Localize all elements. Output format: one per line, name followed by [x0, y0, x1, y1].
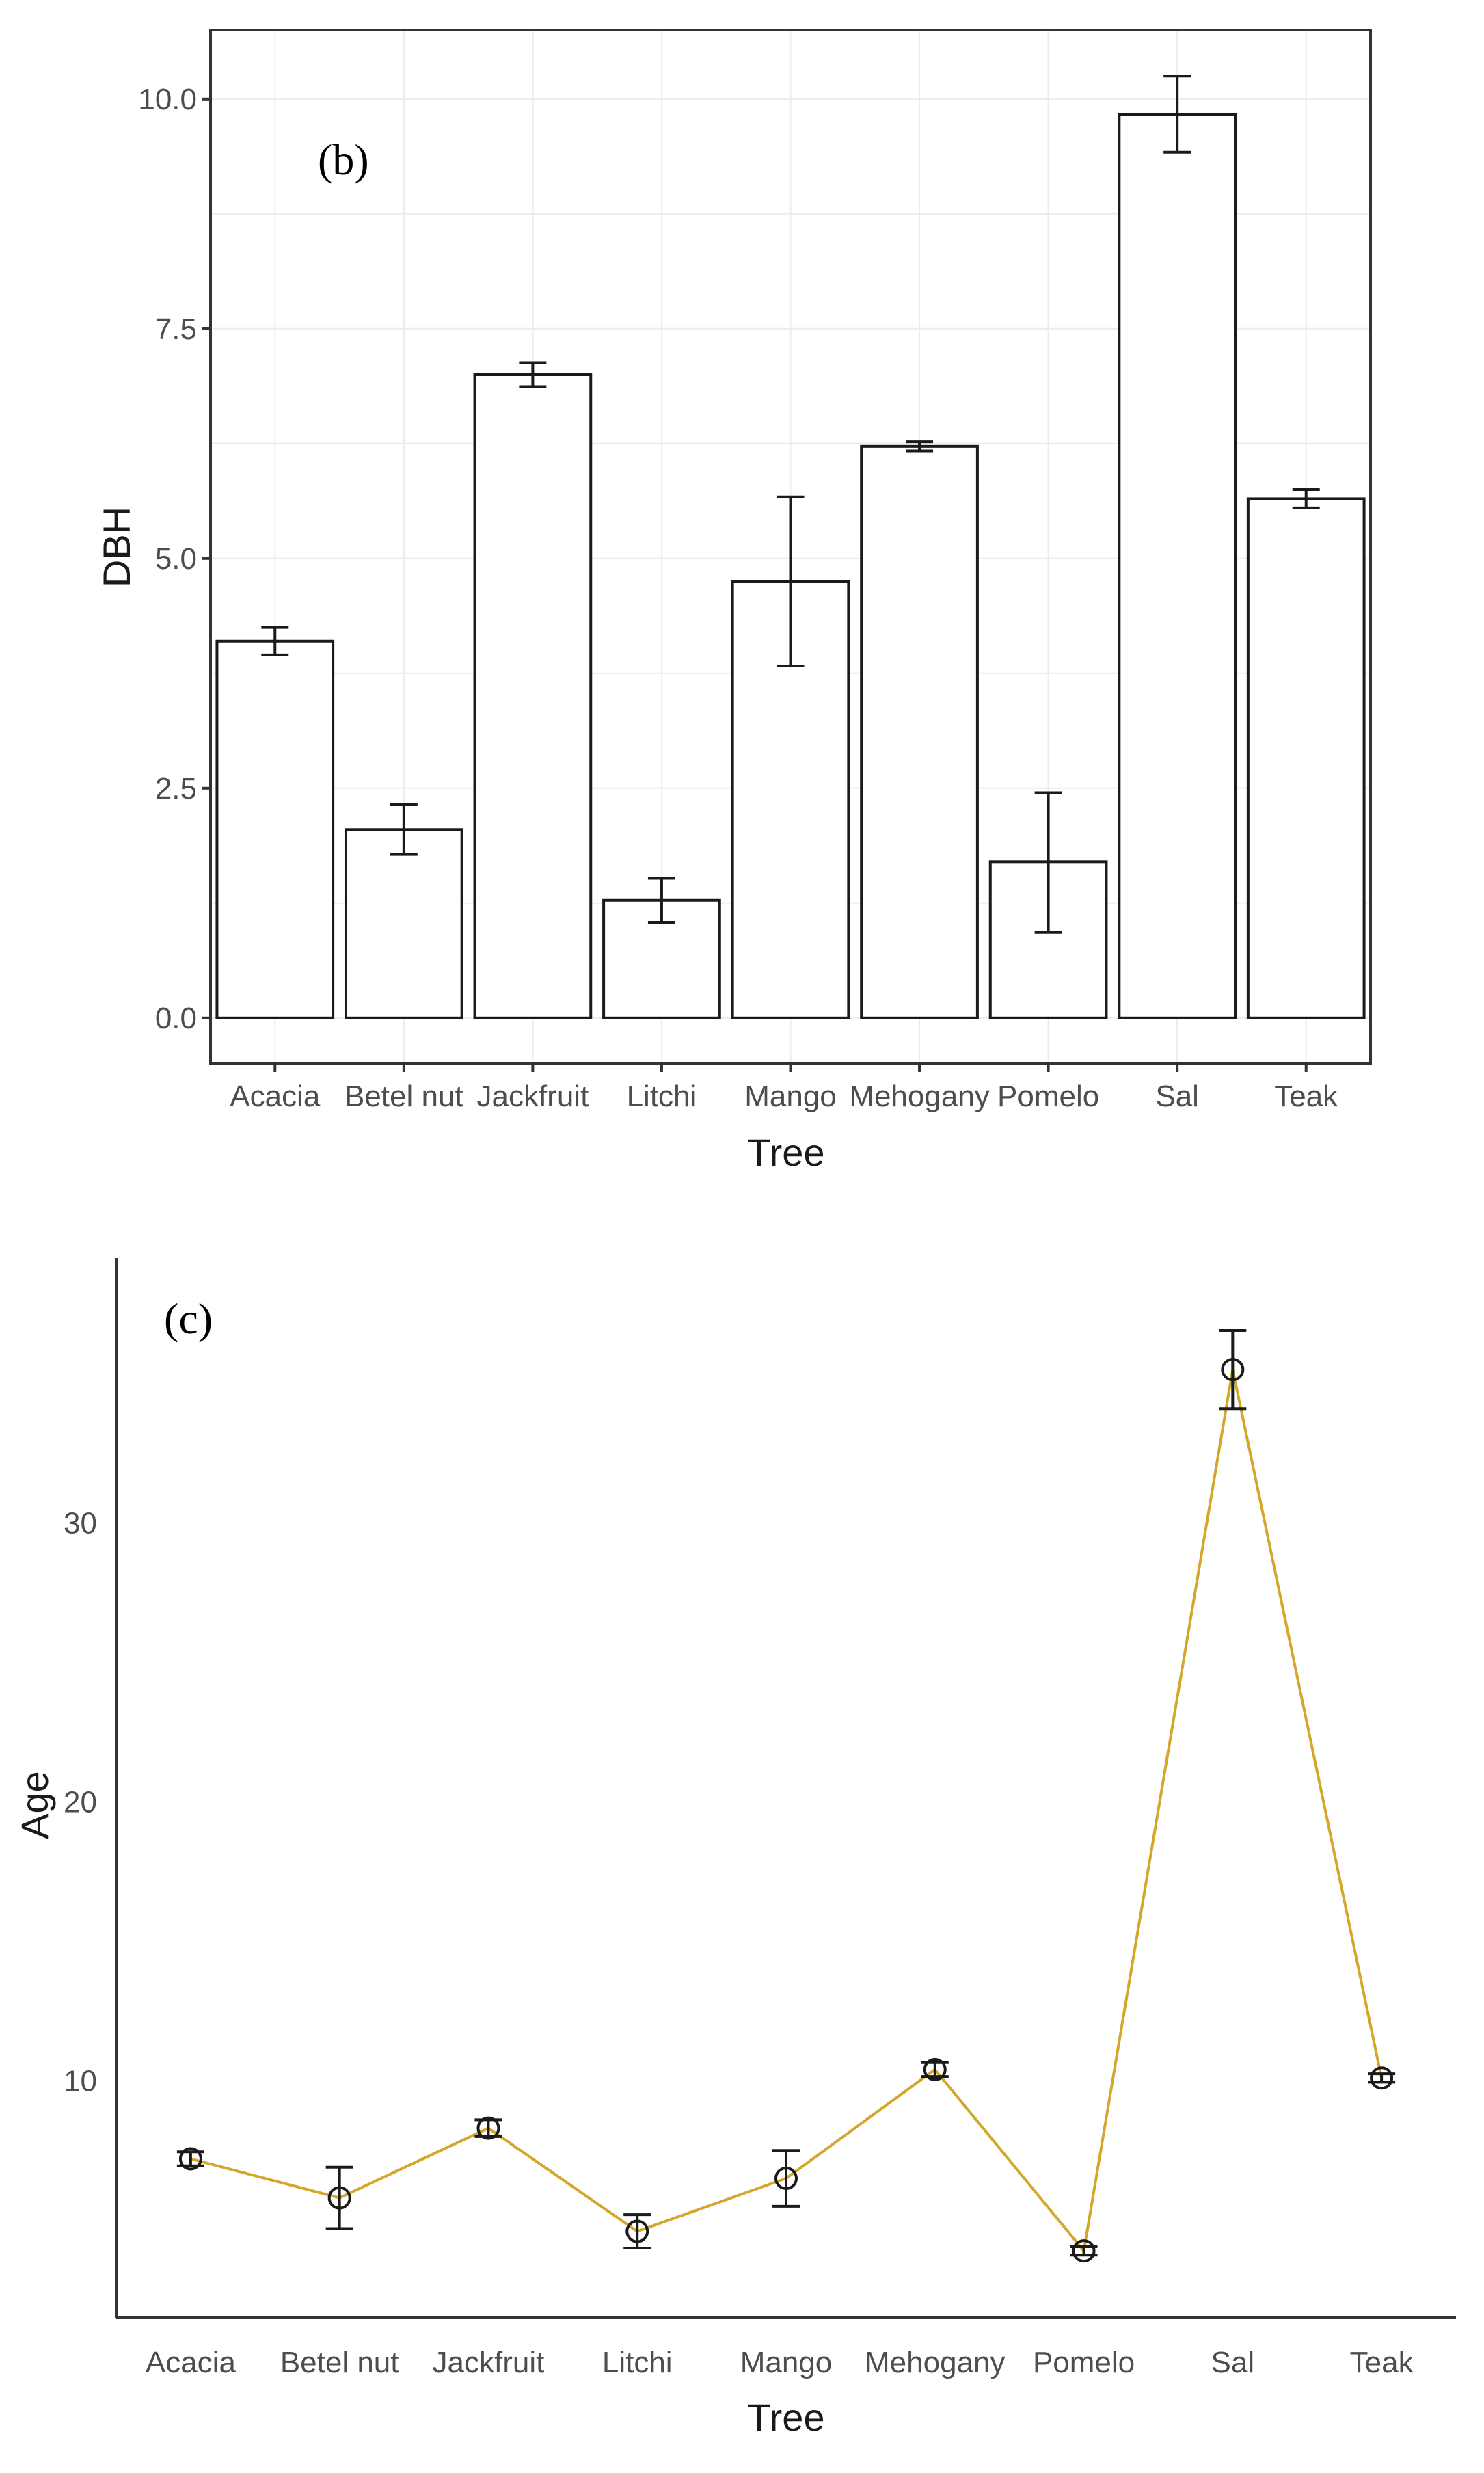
x-tick-label-mehogany: Mehogany: [865, 2346, 1005, 2379]
point-mango: [774, 2167, 798, 2191]
error-bar-sal: [1219, 1329, 1247, 1411]
x-tick-label-betel-nut: Betel nut: [280, 2346, 399, 2379]
panel-c-points: [178, 1358, 1394, 2263]
x-tick-label-sal: Sal: [1155, 1080, 1199, 1113]
x-tick-label-sal: Sal: [1211, 2346, 1255, 2379]
y-tick-label: 5.0: [155, 542, 197, 576]
error-bar-betel-nut: [390, 803, 418, 856]
y-tick-label: 30: [64, 1507, 97, 1540]
x-tick-label-teak: Teak: [1274, 1080, 1338, 1113]
point-acacia: [178, 2147, 202, 2171]
panel-c-tag: (c): [164, 1294, 213, 1343]
x-tick-label-jackfruit: Jackfruit: [476, 1080, 589, 1113]
panel-c-x-axis-title: Tree: [747, 2396, 824, 2439]
panel-c-series-line: [190, 1369, 1384, 2254]
panel-c-x-ticks: Acacia Betel nut Jackfruit Litchi Mango Mehog…: [146, 2346, 1414, 2379]
panel-b-y-ticks: 0.0 2.5 5.0 7.5 10.0: [138, 83, 211, 1035]
point-sal: [1221, 1358, 1245, 1382]
panel-b-x-ticks: Acacia Betel nut Jackfruit Litchi Mango Mehog…: [230, 1064, 1338, 1113]
panel-b-bars: [215, 113, 1366, 1019]
age-series-line: [190, 1369, 1384, 2254]
x-tick-label-mehogany: Mehogany: [849, 1080, 989, 1113]
point-jackfruit: [476, 2116, 500, 2140]
bar-jackfruit: [473, 373, 593, 1019]
y-tick-label: 20: [64, 1785, 97, 1819]
error-bar-teak: [1292, 488, 1320, 509]
point-pomelo: [1072, 2239, 1096, 2263]
x-tick-label-betel-nut: Betel nut: [345, 1080, 463, 1113]
panel-b-x-axis-title: Tree: [747, 1131, 824, 1174]
error-bar-acacia: [261, 626, 289, 656]
bar-betel-nut: [344, 828, 463, 1019]
error-bar-litchi: [647, 877, 675, 924]
x-tick-label-pomelo: Pomelo: [1033, 2346, 1135, 2379]
panel-c-y-axis-title: Age: [13, 1771, 56, 1839]
error-bar-mango: [777, 495, 805, 668]
x-tick-label-litchi: Litchi: [627, 1080, 697, 1113]
x-tick-label-mango: Mango: [744, 1080, 837, 1113]
panel-c-error-bars: [176, 1329, 1396, 2257]
error-bar-mango: [772, 2149, 800, 2208]
x-tick-label-litchi: Litchi: [602, 2346, 673, 2379]
x-tick-label-acacia: Acacia: [146, 2346, 237, 2379]
panel-b-dbh-chart: 0.0 2.5 5.0 7.5 10.0 Acacia Betel nut Jackfrui…: [95, 29, 1372, 1174]
y-tick-label: 7.5: [155, 312, 197, 346]
bar-acacia: [215, 639, 335, 1019]
panel-b-error-bars: [261, 75, 1320, 934]
bar-mehogany: [860, 444, 979, 1019]
point-betel-nut: [327, 2186, 351, 2210]
x-tick-label-acacia: Acacia: [230, 1080, 321, 1113]
error-bar-jackfruit: [474, 2118, 502, 2138]
error-bar-jackfruit: [519, 361, 547, 388]
y-tick-label: 2.5: [155, 772, 197, 805]
x-tick-label-teak: Teak: [1350, 2346, 1414, 2379]
point-mehogany: [923, 2057, 947, 2081]
error-bar-mehogany: [906, 440, 934, 453]
y-tick-label: 10.0: [138, 83, 197, 116]
panel-c-y-ticks: 10 20 30: [64, 1507, 97, 2098]
point-teak: [1370, 2066, 1394, 2090]
panel-b-y-axis-title: DBH: [95, 507, 138, 587]
x-tick-label-pomelo: Pomelo: [997, 1080, 1099, 1113]
bar-sal: [1118, 113, 1237, 1019]
error-bar-pomelo: [1034, 791, 1062, 934]
y-tick-label: 10: [64, 2064, 97, 2098]
point-litchi: [625, 2219, 649, 2243]
y-tick-label: 0.0: [155, 1002, 197, 1035]
panel-c-age-chart: 10 20 30 Acacia Betel nut Jackfruit Litchi Man…: [13, 1258, 1456, 2439]
error-bar-betel-nut: [325, 2165, 353, 2230]
bar-teak: [1246, 497, 1366, 1019]
x-tick-label-jackfruit: Jackfruit: [433, 2346, 545, 2379]
error-bar-sal: [1163, 75, 1191, 154]
x-tick-label-mango: Mango: [740, 2346, 833, 2379]
panel-b-tag: (b): [318, 135, 369, 184]
